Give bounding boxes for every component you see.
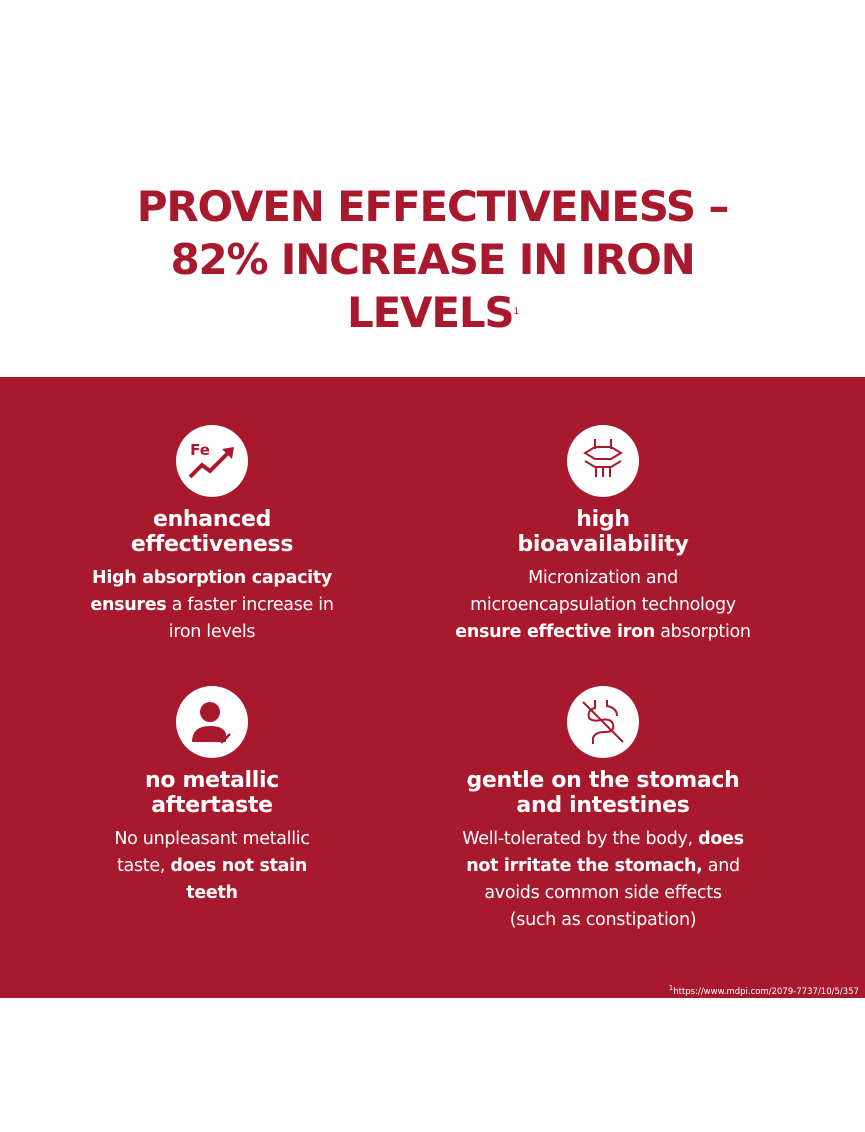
footnote: 1https://www.mdpi.com/2079-7737/10/5/357 [669, 983, 859, 997]
feature: no metallic aftertaste No unpleasant metal… [2, 686, 422, 907]
feature-title: high bioavailability [393, 507, 813, 557]
feature-title: no metallic aftertaste [2, 768, 422, 818]
description-line: not irritate the stomach, and [393, 853, 813, 880]
description-line: ensure effective iron absorption [393, 619, 813, 646]
feature: gentle on the stomach and intestines Well-… [393, 686, 813, 934]
description-segment: ensures [90, 595, 167, 615]
footnote-text: https://www.mdpi.com/2079-7737/10/5/357 [673, 986, 859, 997]
red-panel [0, 377, 865, 998]
feature-title-line: high [576, 507, 630, 532]
title-line: 82% INCREASE IN IRON [170, 235, 695, 284]
description-segment: avoids common side effects [484, 883, 722, 903]
description-line: ensures a faster increase in [2, 592, 422, 619]
feature-title-line: enhanced [152, 507, 272, 532]
description-line: taste, does not stain [2, 853, 422, 880]
description-segment: does [698, 829, 744, 849]
feature-title-line: gentle on the stomach [466, 768, 740, 793]
feature: Fe enhanced effectiveness High absorption c… [2, 425, 422, 646]
feature-description: Micronization and microencapsulation tech… [393, 565, 813, 646]
description-line: teeth [2, 880, 422, 907]
description-line: (such as constipation) [393, 907, 813, 934]
description-line: iron levels [2, 619, 422, 646]
description-segment: No unpleasant metallic [114, 829, 310, 849]
feature-title-line: effectiveness [130, 532, 294, 557]
feature-title: gentle on the stomach and intestines [393, 768, 813, 818]
footnote-sup: 1 [668, 983, 674, 992]
title: PROVEN EFFECTIVENESS –82% INCREASE IN IR… [0, 180, 865, 339]
feature-title-line: bioavailability [517, 532, 689, 557]
description-line: avoids common side effects [393, 880, 813, 907]
description-segment: absorption [654, 622, 751, 642]
description-segment: taste, [116, 856, 171, 876]
description-segment: (such as constipation) [509, 910, 697, 930]
feature-description: Well-tolerated by the body, does not irri… [393, 826, 813, 934]
feature-icon [176, 686, 248, 758]
description-segment: iron levels [168, 622, 256, 642]
description-line: No unpleasant metallic [2, 826, 422, 853]
feature-title: enhanced effectiveness [2, 507, 422, 557]
feature-title-line: no metallic [144, 768, 279, 793]
description-segment: not irritate the stomach, [466, 856, 703, 876]
feature-description: High absorption capacity ensures a faster… [2, 565, 422, 646]
title-sup: 1 [513, 307, 519, 317]
feature: high bioavailability Micronization and micr… [393, 425, 813, 646]
feature-icon [567, 686, 639, 758]
description-segment: a faster increase in [166, 595, 334, 615]
icon-label: Fe [190, 441, 210, 459]
description-segment: teeth [186, 883, 238, 903]
description-line: Well-tolerated by the body, does [393, 826, 813, 853]
feature-title-line: and intestines [516, 793, 690, 818]
description-line: High absorption capacity [2, 565, 422, 592]
feature-description: No unpleasant metallic taste, does not st… [2, 826, 422, 907]
description-segment: Well-tolerated by the body, [462, 829, 699, 849]
feature-title-line: aftertaste [151, 793, 273, 818]
description-segment: ensure effective iron [455, 622, 655, 642]
feature-icon [567, 425, 639, 497]
description-segment: does not stain [170, 856, 308, 876]
description-line: microencapsulation technology [393, 592, 813, 619]
feature-icon: Fe [176, 425, 248, 497]
description-line: Micronization and [393, 565, 813, 592]
description-segment: Micronization and [528, 568, 678, 588]
description-segment: microencapsulation technology [470, 595, 736, 615]
description-segment: and [702, 856, 740, 876]
description-segment: High absorption capacity [91, 568, 333, 588]
title-line: LEVELS1 [347, 288, 519, 337]
title-line: PROVEN EFFECTIVENESS – [136, 182, 730, 231]
